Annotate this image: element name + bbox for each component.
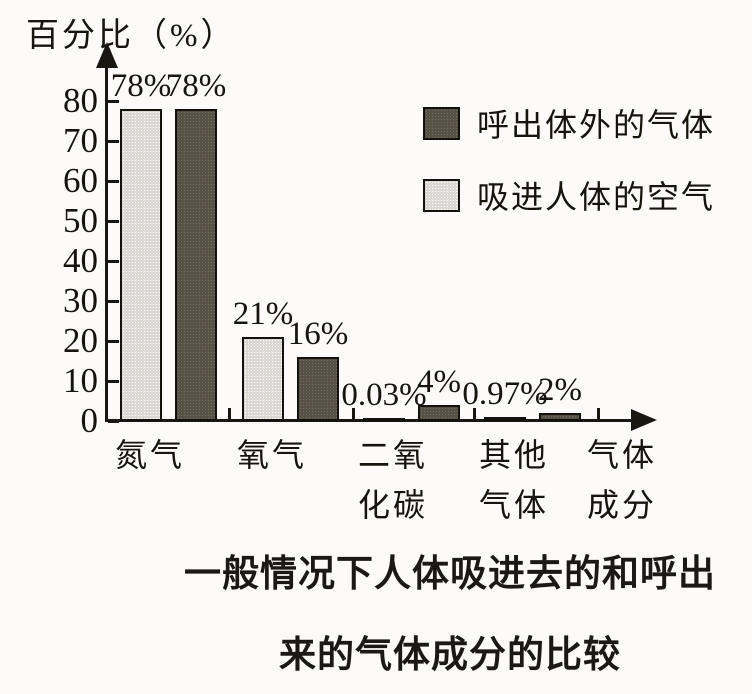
category-label-carbon-dioxide: 二氧 化碳 [318, 430, 468, 530]
legend-label-exhaled: 呼出体外的气体 [477, 107, 716, 143]
y-tick-label: 80 [63, 81, 98, 120]
y-tick-label: 40 [63, 241, 98, 280]
bar-exhaled-oxygen [297, 357, 339, 421]
y-tick-label: 70 [63, 121, 98, 160]
category-label-line: 氧气 [236, 437, 307, 473]
x-tick-mark [352, 408, 355, 419]
category-label-other-gases: 其他 气体 [439, 430, 589, 530]
y-tick-mark [108, 140, 119, 143]
legend-label-inhaled: 吸进人体的空气 [477, 179, 716, 215]
x-tick-mark [228, 408, 231, 419]
y-tick-mark [108, 260, 119, 263]
category-label-line: 气体 [478, 487, 549, 523]
y-tick-mark [108, 220, 119, 223]
bar-value-label-inhaled-oxygen: 21% [232, 296, 294, 332]
y-axis-arrow-icon [96, 42, 118, 68]
y-tick-label: 0 [80, 401, 99, 440]
legend-item-inhaled: 吸进人体的空气 [423, 172, 715, 218]
bar-value-label-inhaled-carbon-dioxide: 0.03% [341, 377, 427, 413]
caption-line-2: 来的气体成分的比较 [279, 634, 621, 675]
y-tick-label: 20 [63, 321, 98, 360]
legend: 呼出体外的气体 吸进人体的空气 [423, 100, 715, 244]
x-axis-arrow-icon [631, 409, 657, 431]
y-axis-title: 百分比（%） [26, 18, 237, 54]
y-tick-mark [108, 420, 119, 423]
y-tick-mark [108, 180, 119, 183]
chart-caption: 一般情况下人体吸进去的和呼出 来的气体成分的比较 [100, 543, 752, 694]
bar-value-label-inhaled-other-gases: 0.97% [462, 376, 548, 412]
legend-swatch-exhaled [423, 106, 460, 140]
bar-inhaled-oxygen [242, 337, 284, 421]
legend-item-exhaled: 呼出体外的气体 [423, 100, 715, 146]
y-tick-label: 50 [63, 201, 98, 240]
bar-exhaled-nitrogen [175, 109, 217, 421]
x-tick-mark [473, 408, 476, 419]
legend-swatch-inhaled [423, 178, 460, 212]
category-label-line: 氮气 [114, 437, 185, 473]
bar-inhaled-carbon-dioxide [363, 418, 405, 422]
bar-value-label-exhaled-other-gases: 2% [538, 372, 582, 408]
bar-inhaled-other-gases [484, 417, 526, 421]
y-tick-mark [108, 100, 119, 103]
bar-value-label-inhaled-nitrogen: 78% [110, 68, 172, 104]
category-label-line: 其他 [478, 437, 549, 473]
y-tick-label: 60 [63, 161, 98, 200]
x-axis-title-line-2: 成分 [586, 487, 657, 523]
bar-exhaled-carbon-dioxide [418, 405, 460, 421]
bar-value-label-exhaled-carbon-dioxide: 4% [417, 364, 461, 400]
x-tick-mark [597, 408, 600, 419]
y-tick-mark [108, 300, 119, 303]
bar-exhaled-other-gases [539, 413, 581, 421]
y-tick-mark [108, 340, 119, 343]
category-label-line: 化碳 [357, 487, 428, 523]
bar-inhaled-nitrogen [120, 109, 162, 421]
y-tick-label: 30 [63, 281, 98, 320]
bar-value-label-exhaled-nitrogen: 78% [165, 68, 227, 104]
category-label-nitrogen: 氮气 [75, 430, 225, 480]
x-axis-title: 气体 成分 [547, 430, 697, 530]
category-label-line: 二氧 [357, 437, 428, 473]
bar-value-label-exhaled-oxygen: 16% [287, 316, 349, 352]
y-axis-line [105, 62, 108, 422]
x-axis-title-line-1: 气体 [586, 437, 657, 473]
caption-line-1: 一般情况下人体吸进去的和呼出 [184, 553, 716, 594]
category-label-oxygen: 氧气 [197, 430, 347, 480]
y-tick-mark [108, 380, 119, 383]
y-tick-label: 10 [63, 361, 98, 400]
